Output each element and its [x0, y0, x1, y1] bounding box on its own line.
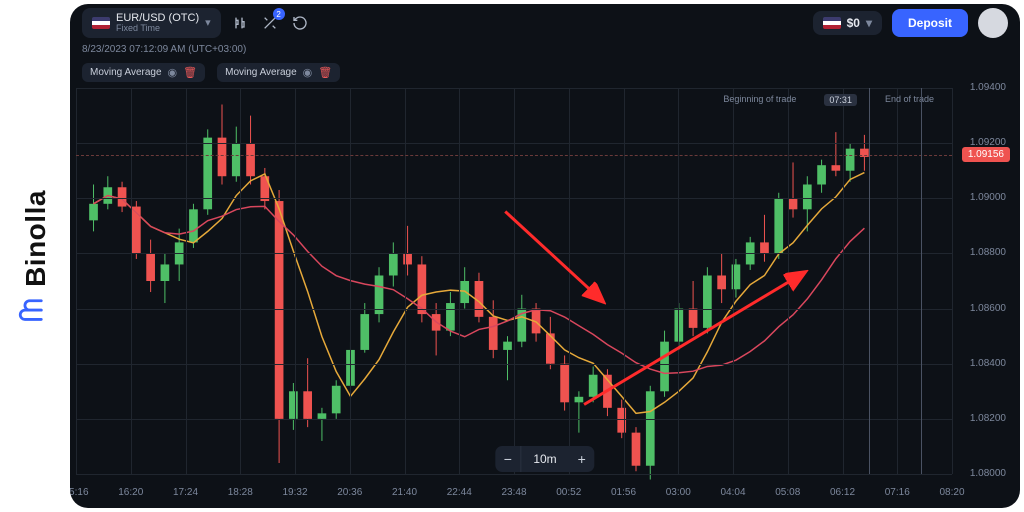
trade-boundary-labels: Beginning of trade 07:31 End of trade — [723, 94, 934, 106]
chart-header: 8/23/2023 07:12:09 AM (UTC+03:00) — [70, 42, 1020, 61]
symbol-selector[interactable]: EUR/USD (OTC) Fixed Time ▾ — [82, 8, 221, 38]
topbar: EUR/USD (OTC) Fixed Time ▾ 2 $0 ▾ Deposi… — [70, 4, 1020, 42]
last-price-tag: 1.09156 — [962, 147, 1010, 162]
deposit-button[interactable]: Deposit — [892, 9, 968, 37]
eye-icon[interactable]: ◉ — [303, 66, 313, 79]
indicator-pill: Moving Average ◉ 🗑 — [82, 63, 205, 82]
begin-trade-label: Beginning of trade — [723, 94, 796, 106]
end-trade-label: End of trade — [885, 94, 934, 106]
brand-icon — [18, 294, 53, 322]
indicator-pill: Moving Average ◉ 🗑 — [217, 63, 340, 82]
begin-trade-time: 07:31 — [824, 94, 857, 106]
currency-flag-icon — [823, 17, 841, 29]
brand-name: Binolla — [19, 190, 51, 287]
flag-icon — [92, 17, 110, 29]
refresh-button[interactable] — [289, 12, 311, 34]
end-trade-line — [921, 88, 922, 474]
drawings-badge: 2 — [273, 8, 285, 20]
eye-icon[interactable]: ◉ — [168, 66, 178, 79]
timeframe-label[interactable]: 10m — [521, 452, 568, 466]
timeframe-minus[interactable]: − — [495, 446, 521, 472]
symbol-sub: Fixed Time — [116, 24, 199, 34]
chart-type-button[interactable] — [229, 12, 251, 34]
last-price-line — [76, 155, 952, 156]
drawings-button[interactable]: 2 — [259, 12, 281, 34]
balance-amount: $0 — [847, 16, 860, 30]
chevron-down-icon: ▾ — [205, 17, 211, 29]
indicator-row: Moving Average ◉ 🗑Moving Average ◉ 🗑 — [70, 61, 1020, 88]
chevron-down-icon: ▾ — [866, 16, 872, 30]
left-brand-rail: Binolla — [0, 0, 70, 512]
avatar[interactable] — [978, 8, 1008, 38]
brand-logo: Binolla — [18, 190, 53, 323]
timeframe-control: − 10m + — [495, 446, 594, 472]
trash-icon[interactable]: 🗑 — [318, 66, 332, 79]
chart-area[interactable]: 1.09156 Beginning of trade 07:31 End of … — [76, 88, 1014, 502]
indicator-name: Moving Average — [90, 67, 162, 78]
timeframe-plus[interactable]: + — [569, 446, 595, 472]
timestamp: 8/23/2023 07:12:09 AM (UTC+03:00) — [82, 44, 246, 55]
app-window: EUR/USD (OTC) Fixed Time ▾ 2 $0 ▾ Deposi… — [70, 4, 1020, 508]
begin-trade-line — [869, 88, 870, 474]
time-axis: 15:1616:2017:2418:2819:3220:3621:4022:44… — [76, 480, 952, 498]
indicator-name: Moving Average — [225, 67, 297, 78]
balance-display[interactable]: $0 ▾ — [813, 11, 882, 35]
trash-icon[interactable]: 🗑 — [183, 66, 197, 79]
